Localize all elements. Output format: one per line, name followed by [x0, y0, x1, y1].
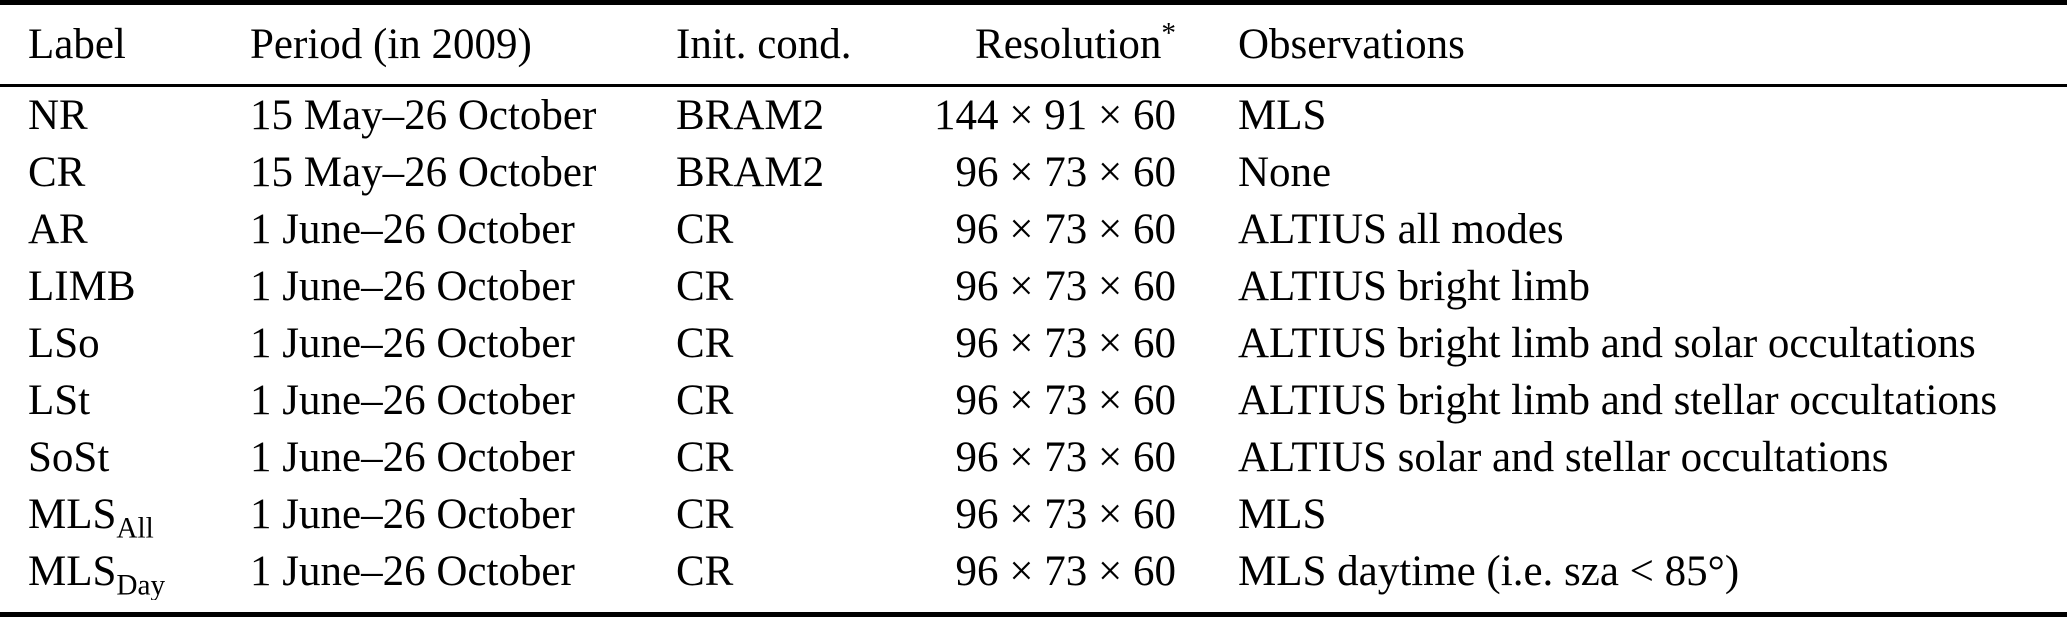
header-cell-resolution: Resolution*: [920, 5, 1176, 87]
cell-observations: ALTIUS all modes: [1238, 205, 1564, 253]
table-row: MLSAll 1 June–26 October CR 96 × 73 × 60…: [0, 486, 2067, 543]
cell-period: 1 June–26 October: [250, 376, 575, 424]
run-label: LSo: [28, 319, 100, 367]
cell-resolution: 144 × 91 × 60: [933, 91, 1176, 139]
run-label: SoSt: [28, 433, 110, 481]
cell-init-cond: CR: [676, 205, 734, 253]
cell-resolution: 96 × 73 × 60: [955, 148, 1176, 196]
experiments-table: Label Period (in 2009) Init. cond. Resol…: [0, 5, 2067, 600]
cell-resolution: 96 × 73 × 60: [955, 490, 1176, 538]
cell-observations: MLS: [1238, 91, 1327, 139]
cell-label: MLSDay: [0, 543, 250, 600]
cell-init-cond: CR: [676, 376, 734, 424]
cell-label: LSt: [0, 372, 250, 429]
run-label-subscript: Day: [116, 569, 166, 600]
run-label: AR: [28, 205, 88, 253]
table-top-rule: [0, 0, 2067, 5]
table-row: SoSt 1 June–26 October CR 96 × 73 × 60 A…: [0, 429, 2067, 486]
cell-observations: None: [1238, 148, 1332, 196]
cell-resolution: 96 × 73 × 60: [955, 376, 1176, 424]
cell-observations: ALTIUS bright limb and solar occultation…: [1238, 319, 1976, 367]
cell-init-cond: BRAM2: [676, 148, 825, 196]
table-row: AR 1 June–26 October CR 96 × 73 × 60 ALT…: [0, 201, 2067, 258]
run-label: LIMB: [28, 262, 136, 310]
header-cell-label: Label: [0, 5, 250, 87]
cell-resolution: 96 × 73 × 60: [955, 433, 1176, 481]
cell-init-cond: BRAM2: [676, 91, 825, 139]
header-cell-period: Period (in 2009): [250, 5, 676, 87]
header-cell-observations: Observations: [1176, 5, 2067, 87]
table-row: MLSDay 1 June–26 October CR 96 × 73 × 60…: [0, 543, 2067, 600]
cell-label: CR: [0, 144, 250, 201]
cell-observations: MLS daytime (i.e. sza < 85°): [1238, 547, 1740, 595]
run-label: MLS: [28, 490, 117, 538]
cell-init-cond: CR: [676, 262, 734, 310]
run-label-subscript: All: [116, 512, 154, 543]
header-row: Label Period (in 2009) Init. cond. Resol…: [0, 5, 2067, 87]
cell-resolution: 96 × 73 × 60: [955, 547, 1176, 595]
resolution-footnote-asterisk: *: [1161, 17, 1176, 50]
cell-resolution: 96 × 73 × 60: [955, 205, 1176, 253]
cell-period: 1 June–26 October: [250, 205, 575, 253]
cell-observations: ALTIUS solar and stellar occultations: [1238, 433, 1889, 481]
cell-observations: ALTIUS bright limb: [1238, 262, 1590, 310]
table-row: LSo 1 June–26 October CR 96 × 73 × 60 AL…: [0, 315, 2067, 372]
header-cell-init-cond: Init. cond.: [676, 5, 920, 87]
cell-period: 15 May–26 October: [250, 148, 597, 196]
run-label: NR: [28, 91, 88, 139]
table-row: LSt 1 June–26 October CR 96 × 73 × 60 AL…: [0, 372, 2067, 429]
cell-init-cond: CR: [676, 319, 734, 367]
cell-label: LIMB: [0, 258, 250, 315]
cell-period: 1 June–26 October: [250, 433, 575, 481]
cell-label: MLSAll: [0, 486, 250, 543]
table-bottom-rule: [0, 612, 2067, 617]
resolution-header-text: Resolution: [975, 20, 1162, 68]
table-row: LIMB 1 June–26 October CR 96 × 73 × 60 A…: [0, 258, 2067, 315]
cell-label: NR: [0, 86, 250, 145]
run-label: MLS: [28, 547, 117, 595]
cell-init-cond: CR: [676, 547, 734, 595]
cell-period: 15 May–26 October: [250, 91, 597, 139]
table-row: NR 15 May–26 October BRAM2 144 × 91 × 60…: [0, 86, 2067, 145]
cell-observations: MLS: [1238, 490, 1327, 538]
cell-observations: ALTIUS bright limb and stellar occultati…: [1238, 376, 1998, 424]
run-label: LSt: [28, 376, 91, 424]
cell-period: 1 June–26 October: [250, 547, 575, 595]
cell-label: SoSt: [0, 429, 250, 486]
cell-period: 1 June–26 October: [250, 262, 575, 310]
cell-init-cond: CR: [676, 433, 734, 481]
cell-resolution: 96 × 73 × 60: [955, 319, 1176, 367]
table-row: CR 15 May–26 October BRAM2 96 × 73 × 60 …: [0, 144, 2067, 201]
cell-label: AR: [0, 201, 250, 258]
run-label: CR: [28, 148, 86, 196]
bottom-spacer: [0, 600, 2067, 612]
cell-init-cond: CR: [676, 490, 734, 538]
cell-period: 1 June–26 October: [250, 490, 575, 538]
cell-resolution: 96 × 73 × 60: [955, 262, 1176, 310]
cell-label: LSo: [0, 315, 250, 372]
cell-period: 1 June–26 October: [250, 319, 575, 367]
